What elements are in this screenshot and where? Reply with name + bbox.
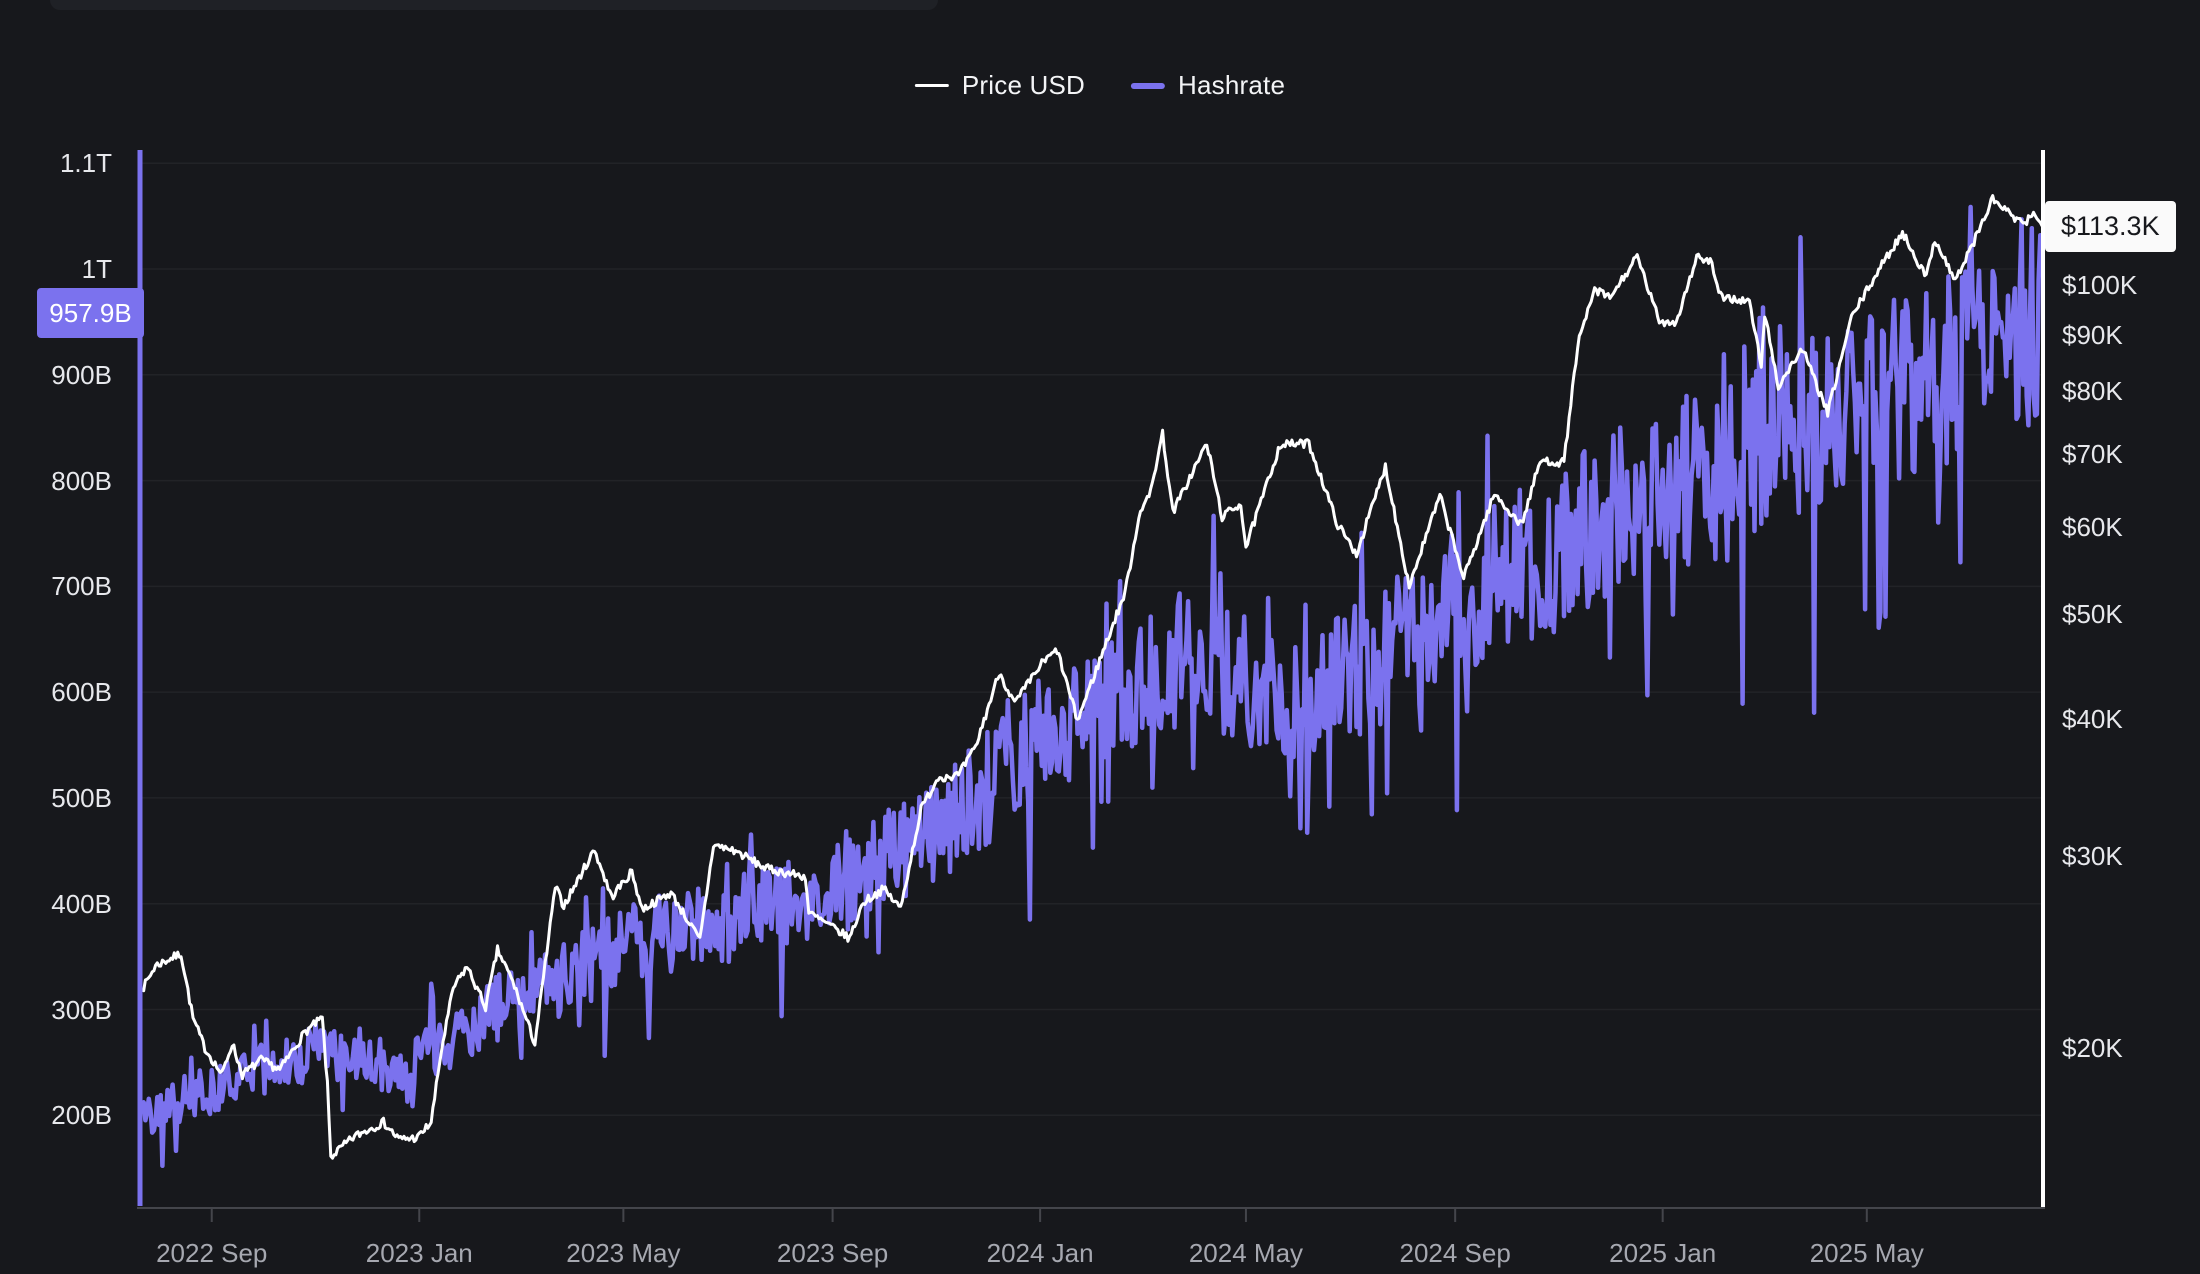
x-axis-label: 2023 Jan xyxy=(365,1238,473,1268)
right-axis-label: $50K xyxy=(2062,598,2123,629)
price-current-value-badge: $113.3K xyxy=(2045,201,2176,252)
right-axis-label: $90K xyxy=(2062,319,2123,350)
right-axis-label: $100K xyxy=(2062,270,2138,300)
price-line-swatch-icon xyxy=(914,84,949,87)
left-axis-label: 400B xyxy=(51,888,112,919)
left-axis-label: 1T xyxy=(81,253,112,284)
left-axis-label: 500B xyxy=(51,782,112,813)
x-axis-label: 2024 May xyxy=(1188,1238,1304,1268)
x-axis-label: 2022 Sep xyxy=(156,1238,268,1268)
chart-legend: Price USD Hashrate xyxy=(914,70,1285,101)
right-axis-label: $70K xyxy=(2062,439,2123,470)
x-axis-label: 2024 Jan xyxy=(986,1238,1094,1268)
x-axis-label: 2023 May xyxy=(566,1238,681,1268)
hashrate-current-value-badge: 957.9B xyxy=(37,288,144,338)
legend-label-hashrate: Hashrate xyxy=(1178,70,1286,100)
hashrate-line-swatch-icon xyxy=(1131,82,1166,89)
left-axis-label: 800B xyxy=(51,465,112,496)
x-axis-label: 2023 Sep xyxy=(776,1238,889,1268)
legend-label-price: Price USD xyxy=(961,70,1086,100)
x-axis-label: 2025 Jan xyxy=(1609,1238,1717,1268)
hashrate-current-value: 957.9B xyxy=(49,297,132,328)
right-axis-label: $80K xyxy=(2062,375,2123,406)
right-axis-label: $40K xyxy=(2062,704,2123,735)
left-axis-label: 700B xyxy=(51,571,112,602)
left-axis-label: 200B xyxy=(51,1100,112,1131)
right-axis-label: $20K xyxy=(2062,1032,2123,1063)
left-axis-label: 300B xyxy=(51,994,112,1025)
left-axis-label: 900B xyxy=(51,359,112,390)
right-axis-label: $30K xyxy=(2062,840,2123,871)
left-axis-label: 1.1T xyxy=(59,148,112,179)
price-current-value: $113.3K xyxy=(2061,211,2160,241)
legend-item-price[interactable]: Price USD xyxy=(914,70,1086,101)
x-axis-label: 2024 Sep xyxy=(1399,1238,1511,1268)
x-axis-label: 2025 May xyxy=(1809,1238,1924,1268)
top-card-edge xyxy=(50,0,938,10)
left-axis-label: 600B xyxy=(51,677,112,708)
legend-item-hashrate[interactable]: Hashrate xyxy=(1131,70,1285,101)
right-axis-label: $60K xyxy=(2062,512,2123,543)
